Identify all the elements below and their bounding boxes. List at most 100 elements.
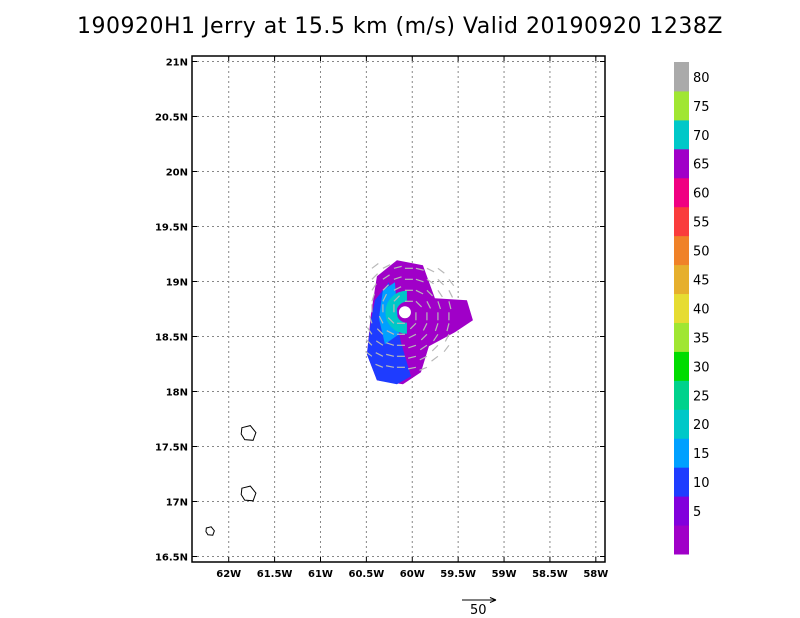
colorbar-label: 65 <box>693 158 710 173</box>
wind-vector <box>415 300 423 308</box>
wind-vector <box>386 330 395 335</box>
colorbar-label: 80 <box>693 71 710 86</box>
wind-vector <box>431 355 439 362</box>
wind-vector <box>393 276 402 280</box>
x-tick-label: 59W <box>492 569 517 580</box>
colorbar-segment <box>674 206 689 237</box>
wind-vector <box>378 315 384 324</box>
wind-vector <box>382 274 390 280</box>
wind-vector <box>419 366 428 371</box>
wind-vector <box>393 265 402 269</box>
x-tick-label: 59.5W <box>440 569 476 580</box>
coastlines <box>205 425 257 536</box>
y-tick-label: 17.5N <box>155 443 188 454</box>
wind-vector <box>422 323 428 331</box>
x-tick-label: 61.5W <box>257 569 293 580</box>
y-tick-label: 18.5N <box>155 333 188 344</box>
colorbar-segment <box>674 351 689 381</box>
x-tick-label: 58.5W <box>532 569 568 580</box>
reference-arrow-head <box>489 597 497 603</box>
colorbar-segment <box>674 119 689 150</box>
wind-vector <box>408 333 417 339</box>
wind-vector <box>437 301 442 310</box>
colorbar-segment <box>674 62 689 92</box>
wind-vector <box>387 317 395 324</box>
colorbar-segment <box>674 322 689 352</box>
wind-vector <box>432 333 439 342</box>
wind-vector <box>375 340 384 346</box>
reference-vector-label: 50 <box>470 603 487 618</box>
y-tick-label: 16.5N <box>155 553 188 564</box>
colorbar-label: 25 <box>693 389 710 404</box>
plot-title: 190920H1 Jerry at 15.5 km (m/s) Valid 20… <box>77 14 723 39</box>
wind-vector <box>434 323 439 332</box>
y-tick-label: 18N <box>166 388 188 399</box>
axis-ticks: 62W 61.5W 61W 60.5W 60W 59.5W 59W 58.5W 58W 21N 20… <box>155 56 608 580</box>
colorbar-segment <box>674 235 689 266</box>
wind-vector <box>415 289 424 295</box>
wind-vector <box>426 289 434 297</box>
wind-vector <box>368 315 373 324</box>
wind-vector <box>415 267 424 271</box>
storm-eye <box>398 306 411 319</box>
colorbar-label: 50 <box>693 245 710 260</box>
colorbar-label: 20 <box>693 418 710 433</box>
colorbar-segment <box>674 380 689 410</box>
colorbar-label: 5 <box>693 505 701 520</box>
wind-vector <box>448 301 452 310</box>
colorbar-label: 60 <box>693 187 710 202</box>
wind-vector <box>444 334 450 342</box>
colorbar-label: 45 <box>693 274 710 289</box>
wind-vector <box>366 327 373 335</box>
wind-vector <box>437 278 445 286</box>
colorbar-segment <box>674 438 689 468</box>
colorbar-label: 35 <box>693 331 710 346</box>
island-b-coastline <box>240 485 257 502</box>
wind-vector <box>371 283 377 291</box>
x-tick-label: 61W <box>308 569 333 580</box>
wind-vector <box>365 339 373 346</box>
colorbar-segment <box>674 90 689 121</box>
colorbar-label: 30 <box>693 360 710 375</box>
colorbar-segment <box>674 525 689 555</box>
wind-vector <box>393 286 402 291</box>
colorbar-label: 75 <box>693 100 710 115</box>
colorbar-segment <box>674 293 689 323</box>
wind-vector <box>448 278 455 287</box>
y-tick-label: 20N <box>166 168 188 179</box>
colorbar-segment <box>674 496 689 526</box>
colorbar-label: 10 <box>693 476 710 491</box>
wind-vector <box>420 333 428 341</box>
colorbar-segment <box>674 409 689 439</box>
wind-vector <box>448 290 454 298</box>
wind-vector <box>382 293 388 302</box>
wind-vector <box>382 264 391 269</box>
colorbar-label: 55 <box>693 216 710 231</box>
colorbar-label: 15 <box>693 447 710 462</box>
wind-vector <box>371 293 376 302</box>
wind-vector <box>409 322 417 330</box>
x-tick-label: 58W <box>583 569 608 580</box>
wind-vector <box>426 267 435 273</box>
wind-vector <box>365 351 373 357</box>
x-tick-label: 62W <box>216 569 241 580</box>
colorbar-segment <box>674 177 689 208</box>
x-tick-label: 60W <box>400 569 425 580</box>
colorbar: 5 10 15 20 25 30 35 40 45 50 55 60 65 70 75 80 <box>674 62 710 555</box>
wind-vector <box>426 301 432 309</box>
wind-vector <box>443 344 450 353</box>
wind-vector <box>376 328 384 335</box>
island-c-coastline <box>205 526 215 536</box>
wind-vector <box>426 278 434 285</box>
wind-vector <box>382 284 390 291</box>
wind-vector <box>371 273 379 280</box>
wind-vector <box>419 344 428 351</box>
island-a-coastline <box>240 425 257 441</box>
wind-vector <box>415 278 424 283</box>
wind-field <box>365 260 473 385</box>
wind-vector <box>393 295 401 302</box>
wind-vector <box>386 353 395 357</box>
y-tick-label: 17N <box>166 498 188 509</box>
y-tick-label: 19N <box>166 278 188 289</box>
